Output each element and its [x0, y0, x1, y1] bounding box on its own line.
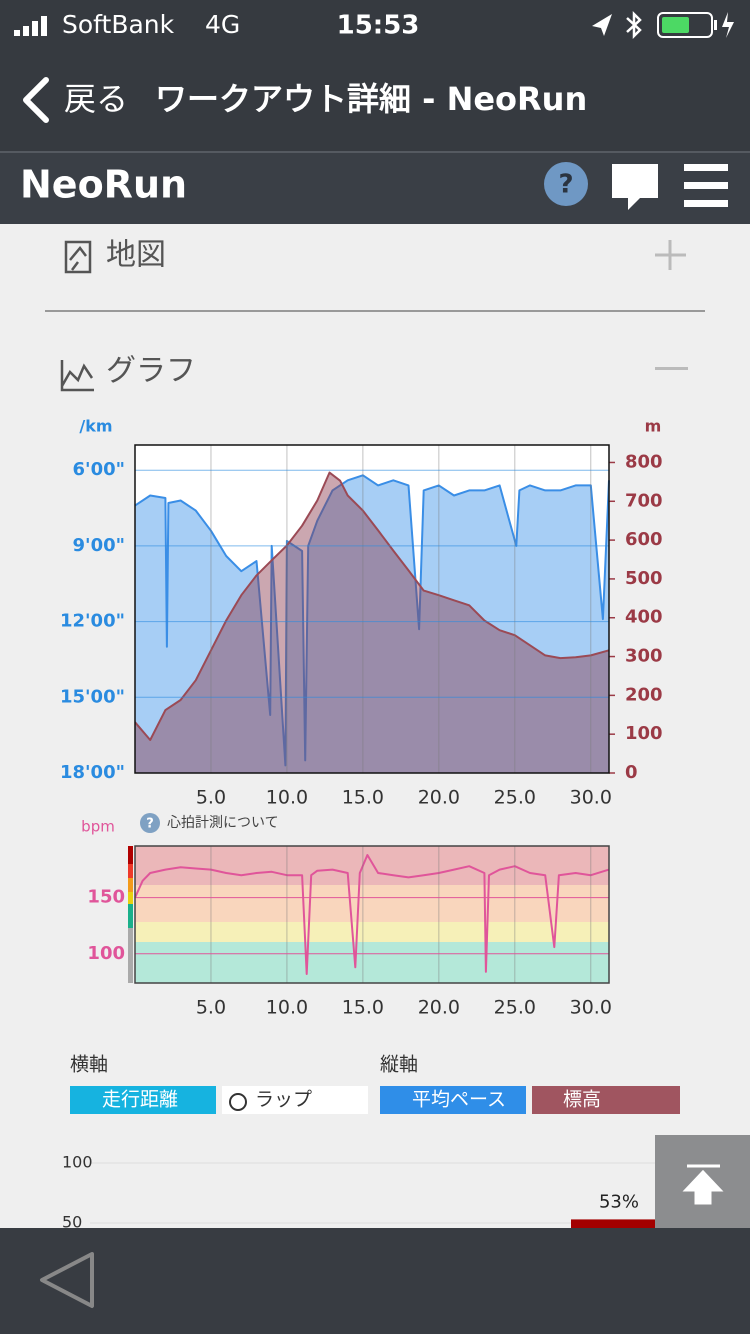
x-tick-label: 25.0 — [494, 997, 536, 1019]
option-text[interactable]: ラップ — [255, 1089, 312, 1111]
option-text[interactable]: 平均ペース — [412, 1089, 506, 1111]
nav-bar — [0, 0, 750, 151]
y2-tick-label: 200 — [625, 684, 663, 705]
stopwatch-icon — [229, 1093, 247, 1111]
section-divider — [45, 310, 705, 312]
option-label: 縦軸 — [380, 1054, 418, 1076]
y2-tick-label: 700 — [625, 490, 663, 511]
expand-icon[interactable] — [655, 240, 686, 270]
back-chevron[interactable] — [23, 77, 49, 123]
option-text[interactable]: 走行距離 — [102, 1089, 178, 1111]
y2-tick-label: 300 — [625, 646, 663, 667]
x-tick-label: 5.0 — [196, 997, 226, 1019]
x-tick-label: 20.0 — [418, 787, 460, 809]
signal-icon — [14, 16, 47, 36]
info-mark[interactable]: ? — [146, 817, 154, 832]
y2-tick-label: 0 — [625, 762, 638, 783]
option-label: 横軸 — [70, 1054, 108, 1076]
y-tick-label: 15'00" — [60, 686, 125, 707]
battery-icon — [657, 12, 734, 38]
y2-tick-label: 800 — [625, 451, 663, 472]
scroll-top-icon[interactable] — [682, 1164, 724, 1205]
y-tick-label: 9'00" — [73, 535, 125, 556]
logo: NeoRun — [20, 163, 187, 207]
zone-strip — [128, 864, 133, 878]
line — [134, 471, 610, 741]
zone-strip — [128, 878, 133, 892]
y-tick-label: 18'00" — [60, 762, 125, 783]
y2-tick-label: 400 — [625, 607, 663, 628]
line — [134, 854, 610, 975]
zone-strip — [128, 892, 133, 904]
help-label[interactable]: ? — [558, 170, 573, 200]
x-tick-label: 30.0 — [570, 997, 612, 1019]
area — [135, 472, 609, 773]
network: 4G — [205, 10, 240, 39]
option-button[interactable] — [70, 1086, 216, 1114]
zone-band — [135, 942, 609, 983]
y-unit: bpm — [81, 818, 115, 836]
y-unit: /km — [79, 417, 112, 436]
plot-frame — [134, 444, 610, 774]
pace-chart: 5.0 10.0 15.0 20.0 25.0 30.0 6'00" 9'00" 12'00" 1… — [60, 445, 663, 809]
chat-button[interactable] — [612, 164, 658, 210]
menu-button[interactable] — [684, 164, 728, 207]
clock: 15:53 — [337, 11, 420, 41]
y-tick-label: 50 — [62, 1213, 82, 1232]
x-tick-label: 20.0 — [418, 997, 460, 1019]
x-tick-label: 30.0 — [570, 787, 612, 809]
y-tick-label: 150 — [87, 887, 125, 908]
help-button[interactable] — [544, 162, 588, 206]
back-button[interactable]: 戻る — [64, 80, 128, 118]
zone-band — [135, 846, 609, 885]
heart-chart: 5.0 10.0 15.0 20.0 25.0 30.0 100 150 — [87, 846, 612, 1019]
divider — [0, 151, 750, 153]
x-tick-label: 10.0 — [266, 997, 308, 1019]
graph-icon — [60, 360, 94, 392]
line — [134, 474, 610, 767]
heart-note[interactable]: 心拍計測について — [167, 815, 279, 831]
map-icon — [64, 240, 92, 274]
option-button[interactable] — [380, 1086, 526, 1114]
y-tick-label: 6'00" — [73, 459, 125, 480]
zone-band — [135, 922, 609, 942]
x-tick-label: 5.0 — [196, 787, 226, 809]
x-tick-label: 25.0 — [494, 787, 536, 809]
back-button[interactable] — [40, 1252, 94, 1308]
bluetooth-icon — [626, 10, 642, 40]
nav-title: ワークアウト詳細 - NeoRun — [155, 80, 587, 118]
x-tick-label: 10.0 — [266, 787, 308, 809]
x-tick-label: 15.0 — [342, 997, 384, 1019]
carrier: SoftBank — [62, 10, 175, 39]
y2-unit: m — [645, 417, 662, 436]
y-tick-label: 100 — [87, 943, 125, 964]
info-icon[interactable] — [140, 813, 160, 833]
y2-tick-label: 600 — [625, 529, 663, 550]
collapse-icon[interactable] — [655, 367, 688, 370]
zone-strip — [128, 904, 133, 928]
option-text[interactable]: 標高 — [563, 1089, 601, 1111]
plot-frame — [134, 845, 610, 984]
bottom-bar — [0, 1228, 750, 1334]
value-label: 53% — [599, 1191, 639, 1212]
section-title[interactable]: 地図 — [106, 238, 166, 273]
y-tick-label: 100 — [62, 1153, 93, 1172]
y2-tick-label: 500 — [625, 568, 663, 589]
y2-tick-label: 100 — [625, 723, 663, 744]
zone-strip — [128, 846, 133, 864]
zone-strip — [128, 928, 133, 983]
zone-band — [135, 885, 609, 922]
y-tick-label: 12'00" — [60, 611, 125, 632]
option-button[interactable] — [532, 1086, 680, 1114]
section-title[interactable]: グラフ — [106, 354, 196, 389]
area — [135, 475, 609, 773]
location-icon — [592, 14, 612, 36]
x-tick-label: 15.0 — [342, 787, 384, 809]
